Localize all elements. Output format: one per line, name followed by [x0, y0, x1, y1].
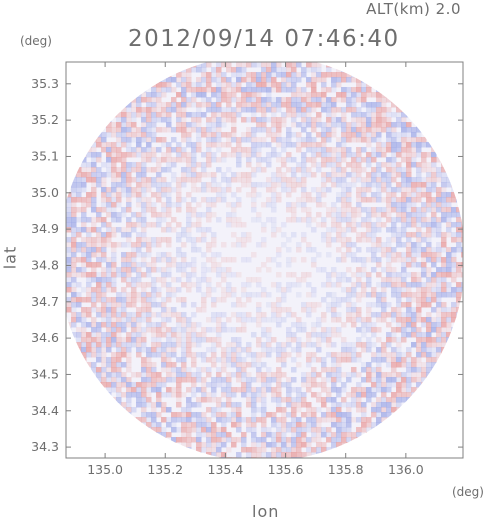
y-tick-label: 35.1 — [31, 148, 59, 163]
y-tick-label: 34.5 — [31, 366, 59, 381]
x-axis-ticks: 135.0 135.2 135.4 135.6 135.8 136.0 — [87, 62, 424, 477]
y-axis-unit: (deg) — [20, 34, 52, 48]
x-tick-label: 135.4 — [208, 462, 244, 477]
x-tick-label: 135.6 — [268, 462, 304, 477]
y-tick-label: 34.9 — [31, 221, 59, 236]
y-tick-label: 35.2 — [31, 112, 59, 127]
altitude-label: ALT(km) 2.0 — [366, 0, 461, 18]
echo-field — [66, 62, 463, 458]
y-tick-label: 35.3 — [31, 76, 59, 91]
y-tick-label: 34.4 — [31, 403, 59, 418]
x-tick-label: 135.2 — [147, 462, 183, 477]
y-tick-label: 35.0 — [31, 185, 59, 200]
x-tick-label: 135.8 — [328, 462, 364, 477]
x-tick-label: 136.0 — [388, 462, 424, 477]
y-axis-ticks: 34.3 34.4 34.5 34.6 34.7 34.8 34.9 35.0 35.1 35.2… — [31, 76, 463, 454]
y-tick-label: 34.6 — [31, 330, 59, 345]
timestamp-title: 2012/09/14 07:46:40 — [128, 26, 400, 52]
x-tick-label: 135.0 — [87, 462, 123, 477]
y-tick-label: 34.7 — [31, 294, 59, 309]
x-axis-label: lon — [252, 502, 280, 521]
y-tick-label: 34.3 — [31, 439, 59, 454]
x-axis-unit: (deg) — [452, 485, 484, 499]
plot-frame — [65, 61, 464, 459]
y-tick-label: 34.8 — [31, 257, 59, 272]
